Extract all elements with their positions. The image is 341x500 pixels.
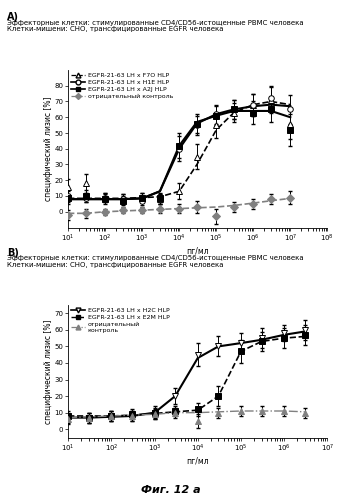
Y-axis label: специфический лизис [%]: специфический лизис [%] [44, 96, 53, 201]
Y-axis label: специфический лизис [%]: специфический лизис [%] [44, 319, 53, 424]
Legend: EGFR-21-63 LH x F7O HLP, EGFR-21-63 LH x H1E HLP, EGFR-21-63 LH x A2J HLP, отриц: EGFR-21-63 LH x F7O HLP, EGFR-21-63 LH x… [70, 72, 174, 101]
Text: Эффекторные клетки: стимулированные CD4/CD56-истощенные PBMC человека: Эффекторные клетки: стимулированные CD4/… [7, 20, 303, 26]
Text: Фиг. 12 а: Фиг. 12 а [141, 485, 200, 495]
X-axis label: пг/мл: пг/мл [187, 456, 209, 466]
Text: Эффекторные клетки: стимулированные CD4/CD56-истощенные PBMC человека: Эффекторные клетки: стимулированные CD4/… [7, 255, 303, 261]
Legend: EGFR-21-63 LH x H2C HLP, EGFR-21-63 LH x E2M HLP, отрицательный
контроль: EGFR-21-63 LH x H2C HLP, EGFR-21-63 LH x… [70, 307, 170, 334]
Text: Клетки-мишени: CHO, трансфицированные EGFR человека: Клетки-мишени: CHO, трансфицированные EG… [7, 26, 223, 32]
Text: В): В) [7, 248, 19, 258]
Text: Клетки-мишени: CHO, трансфицированные EGFR человека: Клетки-мишени: CHO, трансфицированные EG… [7, 262, 223, 268]
X-axis label: пг/мл: пг/мл [187, 246, 209, 256]
Text: А): А) [7, 12, 19, 22]
